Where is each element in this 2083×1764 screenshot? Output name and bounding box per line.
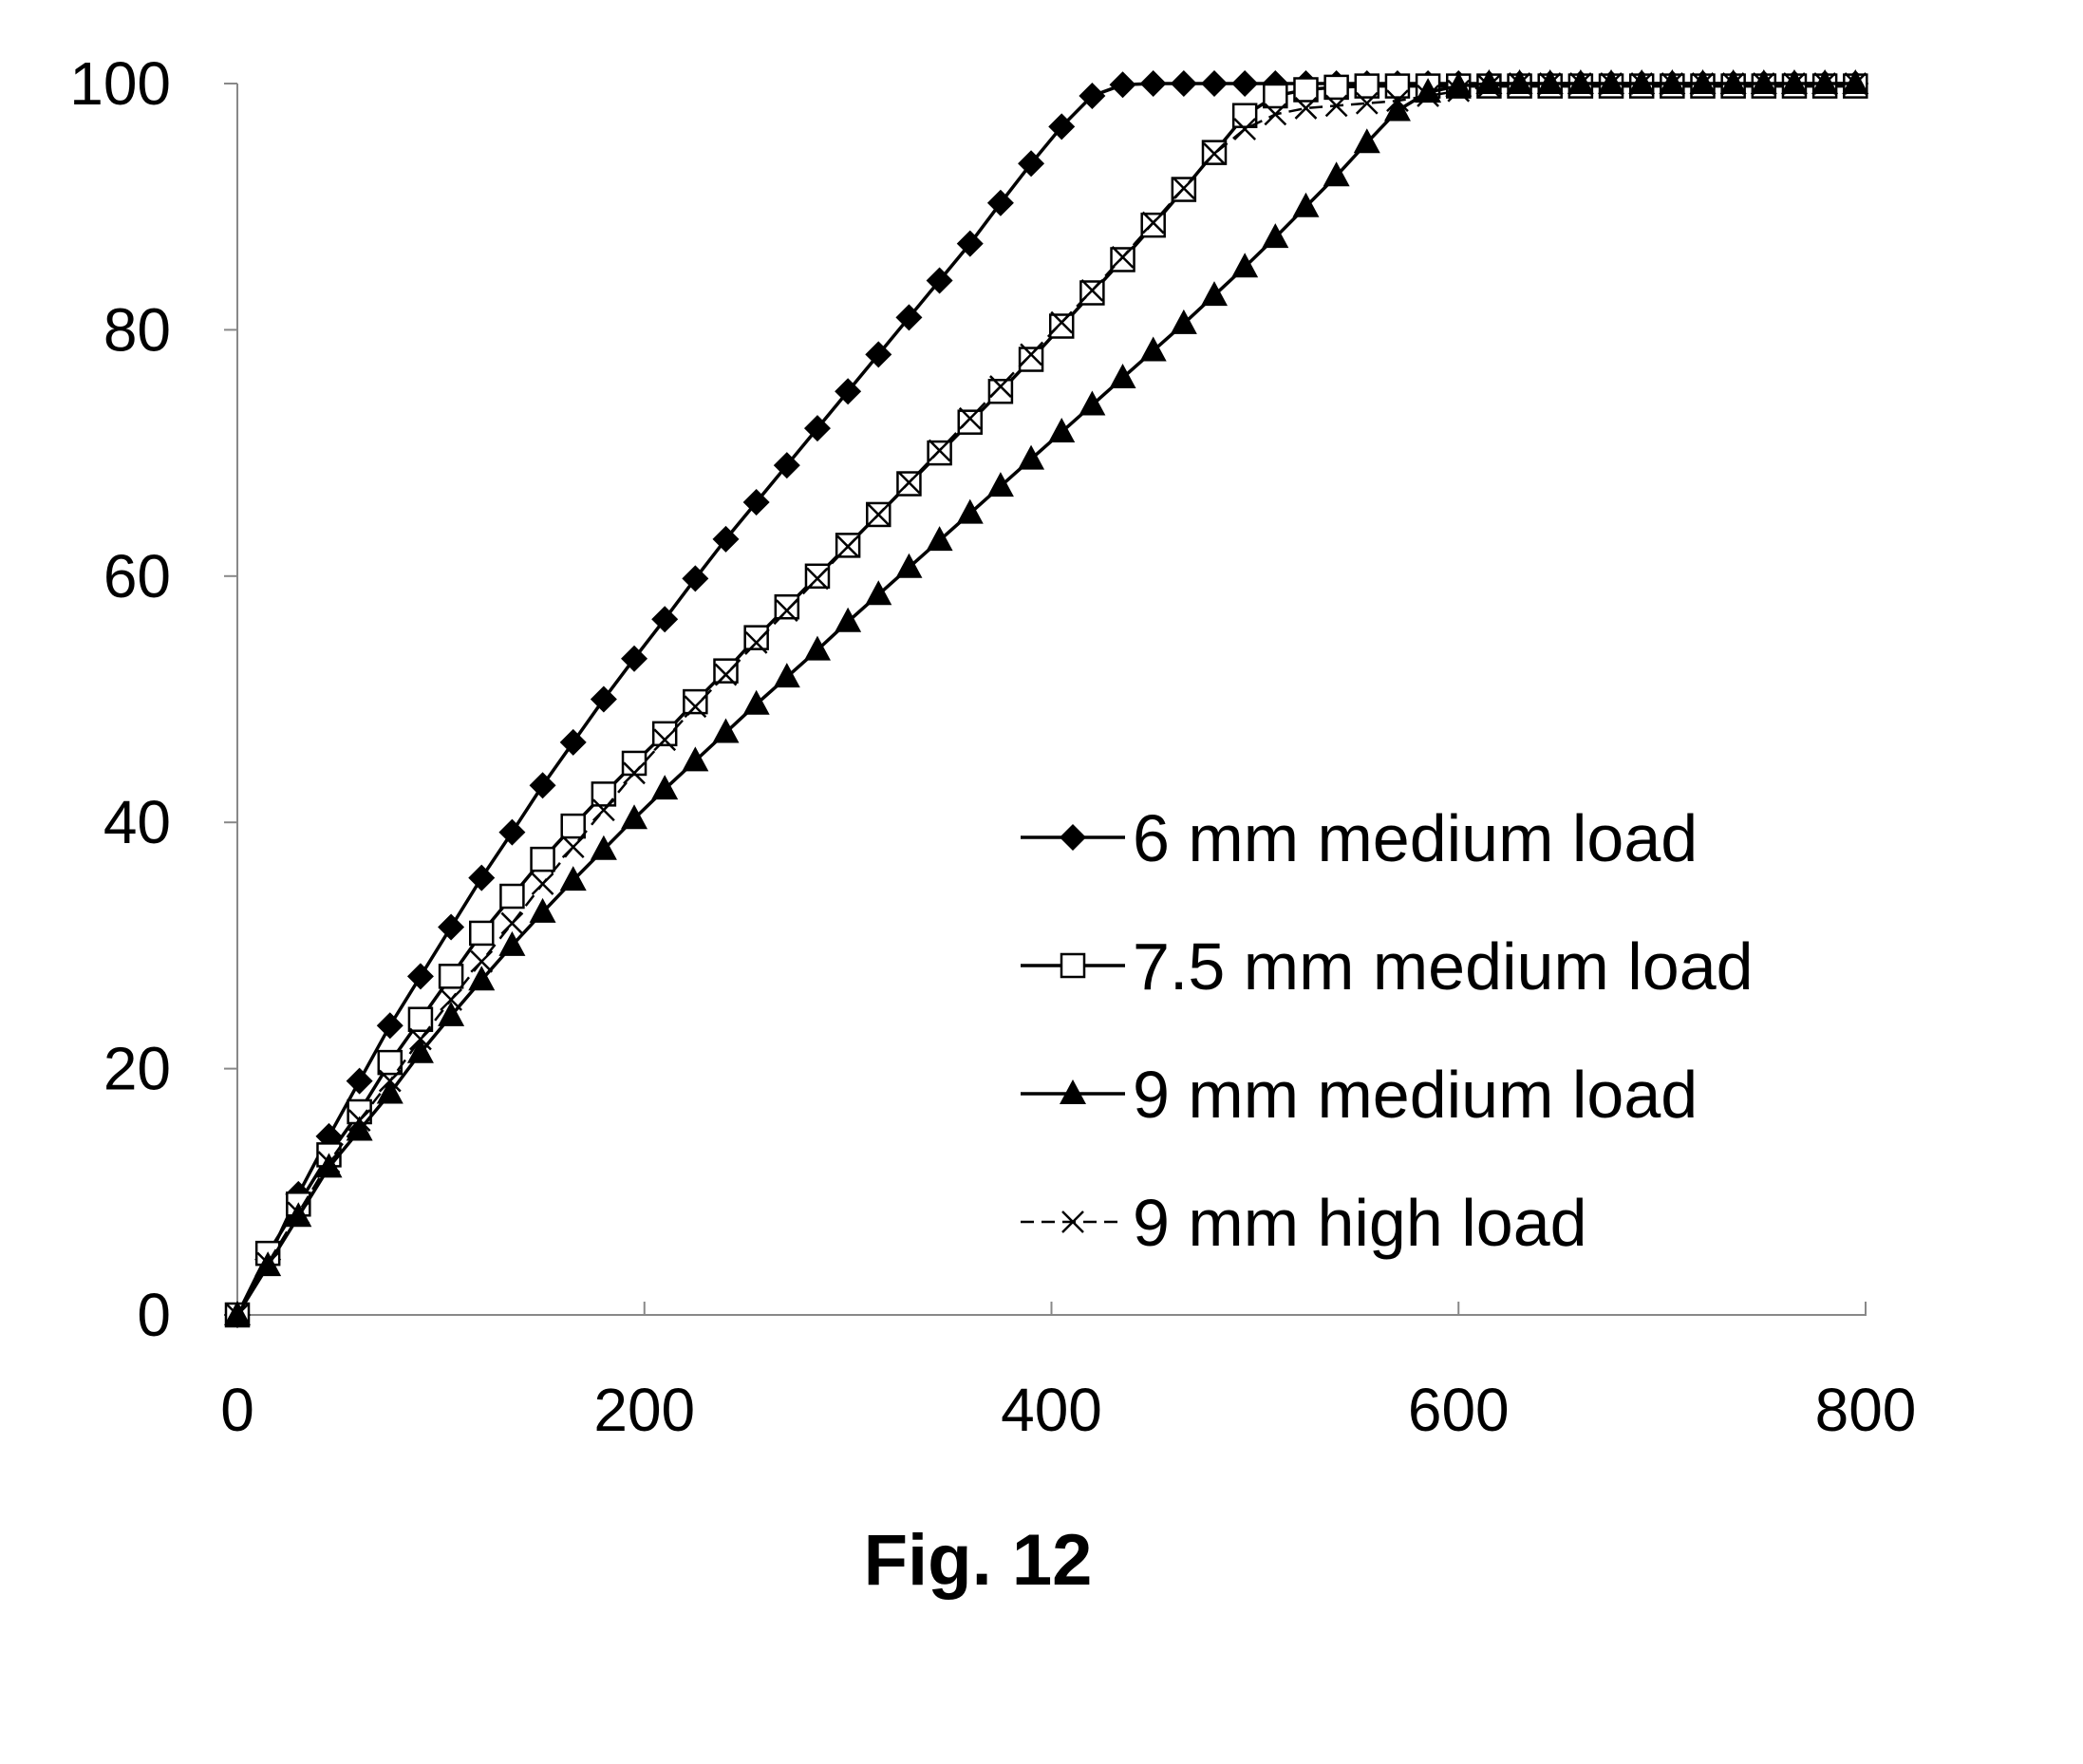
series-3 [224,69,1868,1325]
data-point [1050,315,1073,338]
data-point [1020,348,1042,371]
data-point [532,848,554,871]
data-point [1264,84,1286,107]
x-tick-label: 800 [1815,1376,1917,1444]
data-point [1171,70,1197,97]
data-point [440,965,462,987]
legend-marker [1060,1079,1086,1104]
legend-marker [1060,824,1086,851]
data-point [498,819,525,846]
legend-label: 6 mm medium load [1133,801,1698,875]
data-point [1142,214,1165,236]
data-point [407,963,434,989]
data-point [500,885,523,908]
data-point [563,836,584,857]
data-point [591,686,617,713]
data-point [501,913,522,934]
data-point [377,1012,403,1039]
data-point [957,499,984,524]
data-point [653,722,676,745]
data-point [562,815,585,837]
series-4 [227,73,1866,1325]
data-point [530,772,556,798]
data-point [468,865,495,891]
x-tick-label: 400 [1001,1376,1102,1444]
data-point [1018,445,1044,470]
data-point [684,690,706,713]
data-point [776,595,798,618]
line-chart: 0 20 40 60 80 100 0 200 400 600 800 6 mm medium lo… [0,0,1956,1500]
y-tick-label: 60 [103,542,171,610]
data-point [835,608,861,632]
data-point [1231,70,1258,97]
legend-entry: 9 mm medium load [1021,1058,1698,1132]
data-point [1110,71,1136,98]
data-point [1110,364,1136,388]
data-point [895,554,922,578]
figure-caption: Fig. 12 [0,1519,1956,1602]
legend-entry: 7.5 mm medium load [1021,929,1754,1004]
series-2 [226,75,1867,1326]
legend-entry: 6 mm medium load [1021,801,1698,875]
legend-label: 9 mm high load [1133,1186,1587,1260]
legend-entry: 9 mm high load [1021,1186,1587,1260]
plot-area [224,69,1868,1328]
data-point [560,729,587,756]
data-point [987,472,1014,497]
y-tick-label: 20 [103,1035,171,1103]
data-point [438,913,464,940]
x-tick-label: 600 [1408,1376,1510,1444]
data-point [745,627,768,649]
data-point [715,660,738,683]
axes: 0 20 40 60 80 100 0 200 400 600 800 [69,49,1916,1444]
data-point [1140,70,1167,97]
data-point [929,441,951,464]
data-point [1048,418,1075,442]
data-point [1233,104,1256,127]
data-point [774,663,800,687]
data-point [1080,281,1103,304]
data-point [806,565,829,588]
data-point [927,526,953,551]
legend-marker [1061,954,1084,977]
data-point [623,752,646,775]
data-point [989,380,1012,403]
data-point [865,580,891,605]
x-tick-label: 200 [593,1376,695,1444]
legend-label: 9 mm medium load [1133,1058,1698,1132]
data-point [1294,78,1317,101]
x-tick-label: 0 [220,1376,254,1444]
y-tick-label: 100 [69,49,171,118]
data-point [533,873,554,894]
y-tick-label: 40 [103,788,171,856]
y-tick-label: 0 [137,1281,171,1349]
series-1 [224,70,1868,1328]
legend: 6 mm medium load 7.5 mm medium load 9 mm m… [1021,801,1754,1260]
data-point [1201,70,1228,97]
data-point [1140,336,1167,361]
data-point [470,922,493,945]
data-point [743,690,770,715]
y-tick-label: 80 [103,295,171,364]
data-point [347,1068,373,1095]
data-point [1325,76,1348,99]
data-point [1079,391,1105,416]
data-point [959,411,982,434]
legend-label: 7.5 mm medium load [1133,929,1754,1004]
